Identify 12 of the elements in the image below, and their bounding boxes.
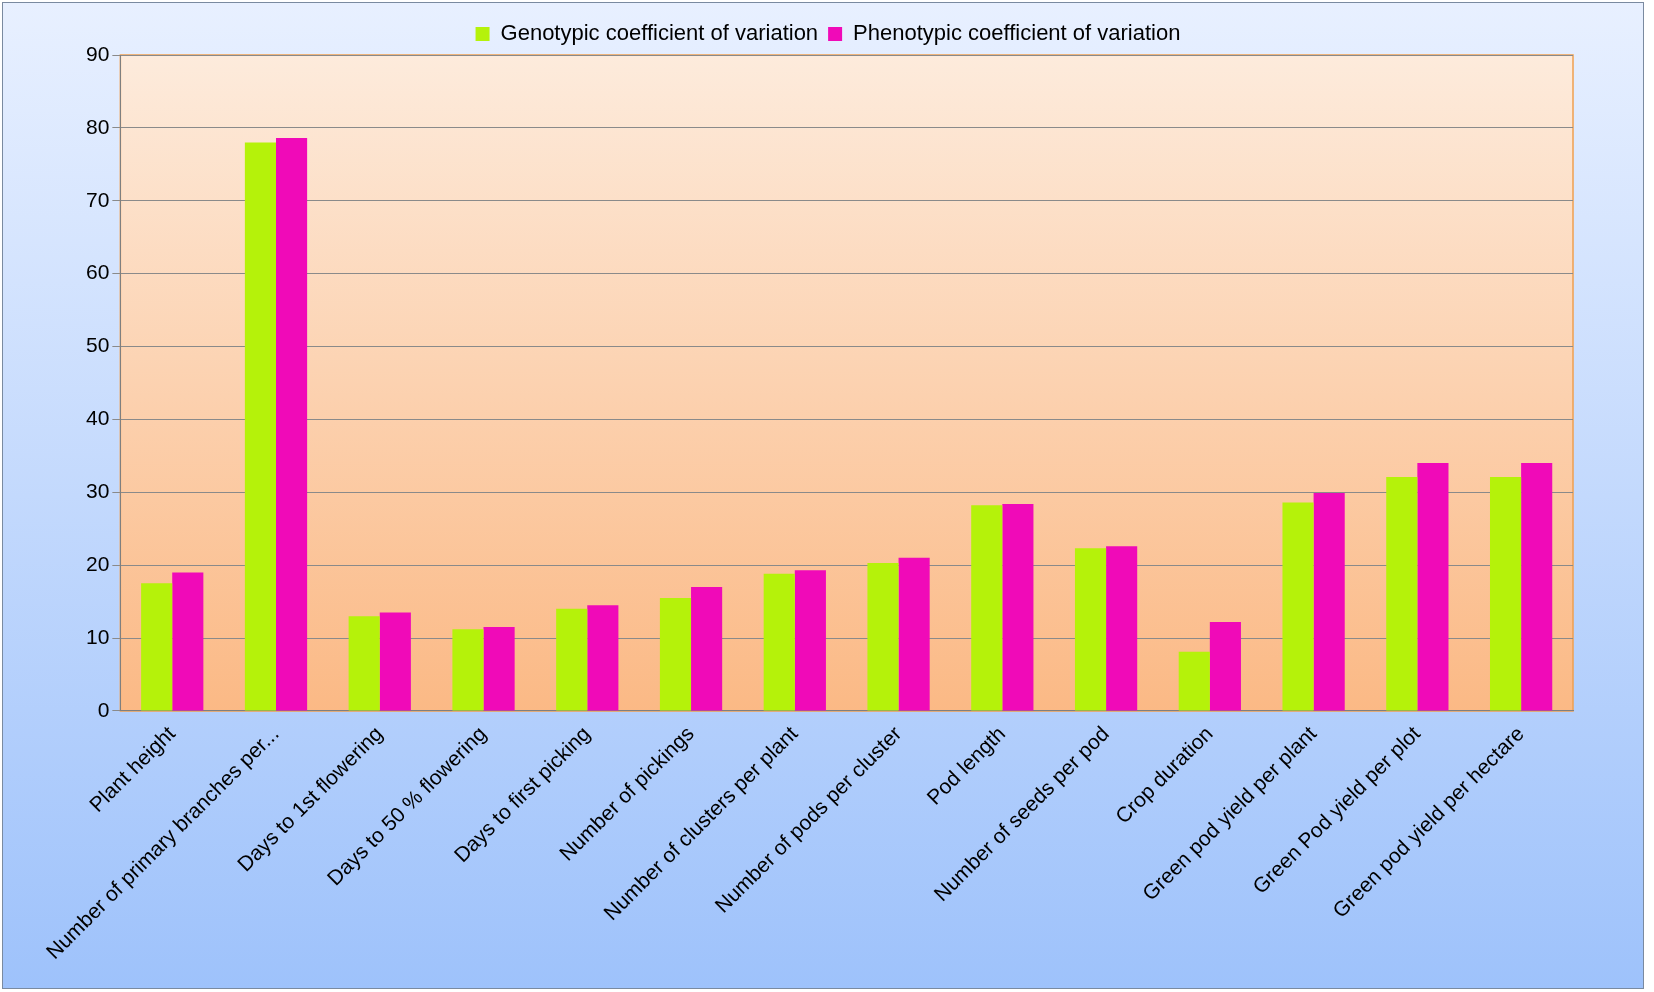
y-tick-label: 10 — [86, 624, 110, 648]
y-tick-label: 80 — [86, 114, 110, 138]
legend-label: Phenotypic coefficient of variation — [853, 20, 1181, 46]
y-tick-label: 70 — [86, 187, 110, 211]
y-tick-label: 30 — [86, 479, 110, 503]
y-tick-label: 60 — [86, 260, 110, 284]
y-tick-label: 90 — [86, 41, 110, 65]
y-tick-label: 0 — [97, 697, 110, 721]
y-tick-label: 20 — [86, 551, 110, 575]
y-tick-label: 50 — [86, 333, 110, 357]
legend-label: Genotypic coefficient of variation — [500, 20, 819, 46]
y-tick-label: 40 — [86, 406, 110, 430]
